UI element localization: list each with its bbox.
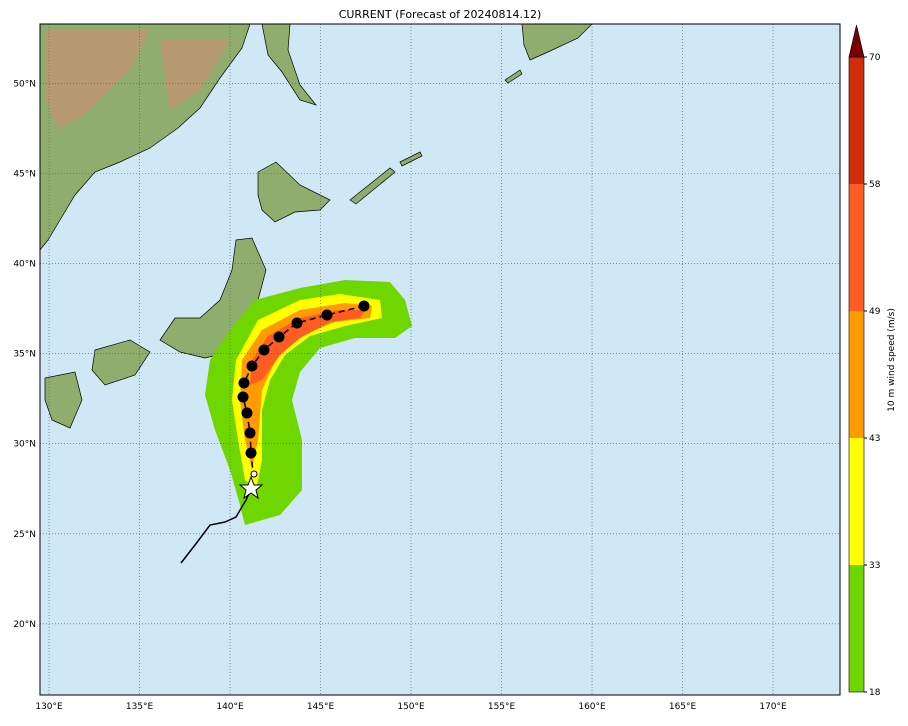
colorbar-frame — [848, 56, 865, 693]
colorbar-segment — [849, 184, 864, 311]
wind-swath — [205, 280, 412, 525]
colorbar-tick-label: 33 — [869, 561, 880, 571]
colorbar-segment — [849, 565, 864, 692]
lon-label: 150°E — [397, 702, 425, 712]
colorbar-label: 10 m wind speed (m/s) — [887, 308, 897, 412]
lat-label: 40°N — [13, 260, 36, 270]
colorbar-tick-label: 49 — [869, 307, 881, 317]
lon-label: 130°E — [35, 702, 63, 712]
lon-label: 145°E — [307, 702, 335, 712]
colorbar-segment — [849, 57, 864, 184]
colorbar-extension — [848, 24, 865, 58]
lon-label: 135°E — [126, 702, 154, 712]
lon-label: 155°E — [488, 702, 516, 712]
track — [180, 300, 370, 564]
colorbar-segment — [849, 438, 864, 565]
colorbar-segment — [849, 311, 864, 438]
lat-label: 20°N — [13, 620, 36, 630]
lat-label: 25°N — [13, 530, 36, 540]
lon-label: 160°E — [578, 702, 606, 712]
lat-label: 35°N — [13, 350, 36, 360]
colorbar-tick-label: 18 — [869, 688, 881, 698]
lon-label: 140°E — [216, 702, 244, 712]
title: CURRENT (Forecast of 20240814.12) — [339, 8, 542, 21]
colorbar-tick-label: 43 — [869, 434, 880, 444]
colorbar-tick-label: 70 — [869, 53, 881, 63]
ocean — [40, 24, 840, 695]
lon-label: 170°E — [759, 702, 787, 712]
lat-label: 50°N — [13, 79, 36, 89]
map-frame — [39, 23, 841, 696]
colorbar-tick-label: 58 — [869, 180, 881, 190]
lat-label: 30°N — [13, 440, 36, 450]
land — [39, 23, 593, 429]
lon-label: 165°E — [669, 702, 697, 712]
lat-label: 45°N — [13, 170, 36, 180]
